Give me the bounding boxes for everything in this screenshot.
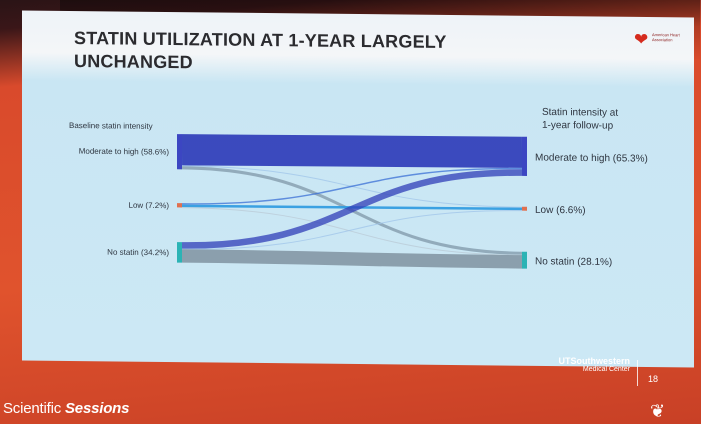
torch-icon: ❦ — [650, 401, 666, 421]
left-node-label-mh: Moderate to high (58.6%) — [79, 147, 170, 157]
flow-mh-to-mh — [181, 134, 523, 168]
brand-line-2: Medical Center — [582, 366, 630, 373]
sankey-nodes — [177, 134, 527, 269]
right-node-label-low: Low (6.6%) — [535, 205, 586, 217]
left-node-mh — [177, 134, 182, 170]
left-node-label-low: Low (7.2%) — [129, 201, 170, 210]
left-node-label-none: No statin (34.2%) — [107, 248, 169, 258]
right-node-mh — [522, 136, 527, 176]
right-node-label-mh: Moderate to high (65.3%) — [535, 152, 648, 164]
conference-name-part-2: Sessions — [65, 400, 130, 417]
right-node-label-none: No statin (28.1%) — [535, 256, 612, 268]
utsouthwestern-logo: UTSouthwestern Medical Center — [520, 356, 630, 374]
left-node-low — [177, 203, 182, 208]
flow-none-to-mh — [181, 169, 523, 249]
brand-line-1: UTSouthwestern — [558, 356, 630, 366]
sankey-diagram: Baseline statin intensity Statin intensi… — [69, 107, 648, 269]
slide: STATIN UTILIZATION AT 1-YEAR LARGELY UNC… — [22, 10, 694, 368]
right-node-low — [522, 206, 527, 211]
right-axis-header-line-2: 1-year follow-up — [542, 120, 614, 132]
flow-low-to-mh — [181, 167, 523, 205]
flow-low-to-none — [181, 207, 523, 256]
flow-none-to-low — [181, 210, 523, 250]
conference-name-part-1: Scientific — [3, 400, 62, 417]
flow-none-to-none — [181, 249, 523, 269]
left-node-none — [177, 242, 182, 263]
sankey-labels: Moderate to high (58.6%) Low (7.2%) No sta… — [79, 147, 648, 268]
conference-name: Scientific Sessions — [3, 400, 129, 417]
page-number: 18 — [648, 374, 659, 384]
footer-divider — [637, 360, 638, 386]
right-node-none — [522, 251, 527, 269]
sankey-flows — [181, 134, 523, 269]
right-axis-header-line-1: Statin intensity at — [542, 107, 618, 119]
left-axis-header: Baseline statin intensity — [69, 121, 153, 131]
